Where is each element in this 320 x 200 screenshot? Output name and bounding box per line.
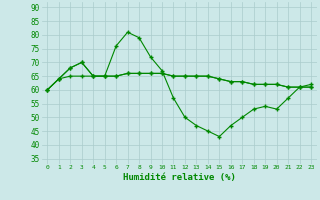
X-axis label: Humidité relative (%): Humidité relative (%) — [123, 173, 236, 182]
